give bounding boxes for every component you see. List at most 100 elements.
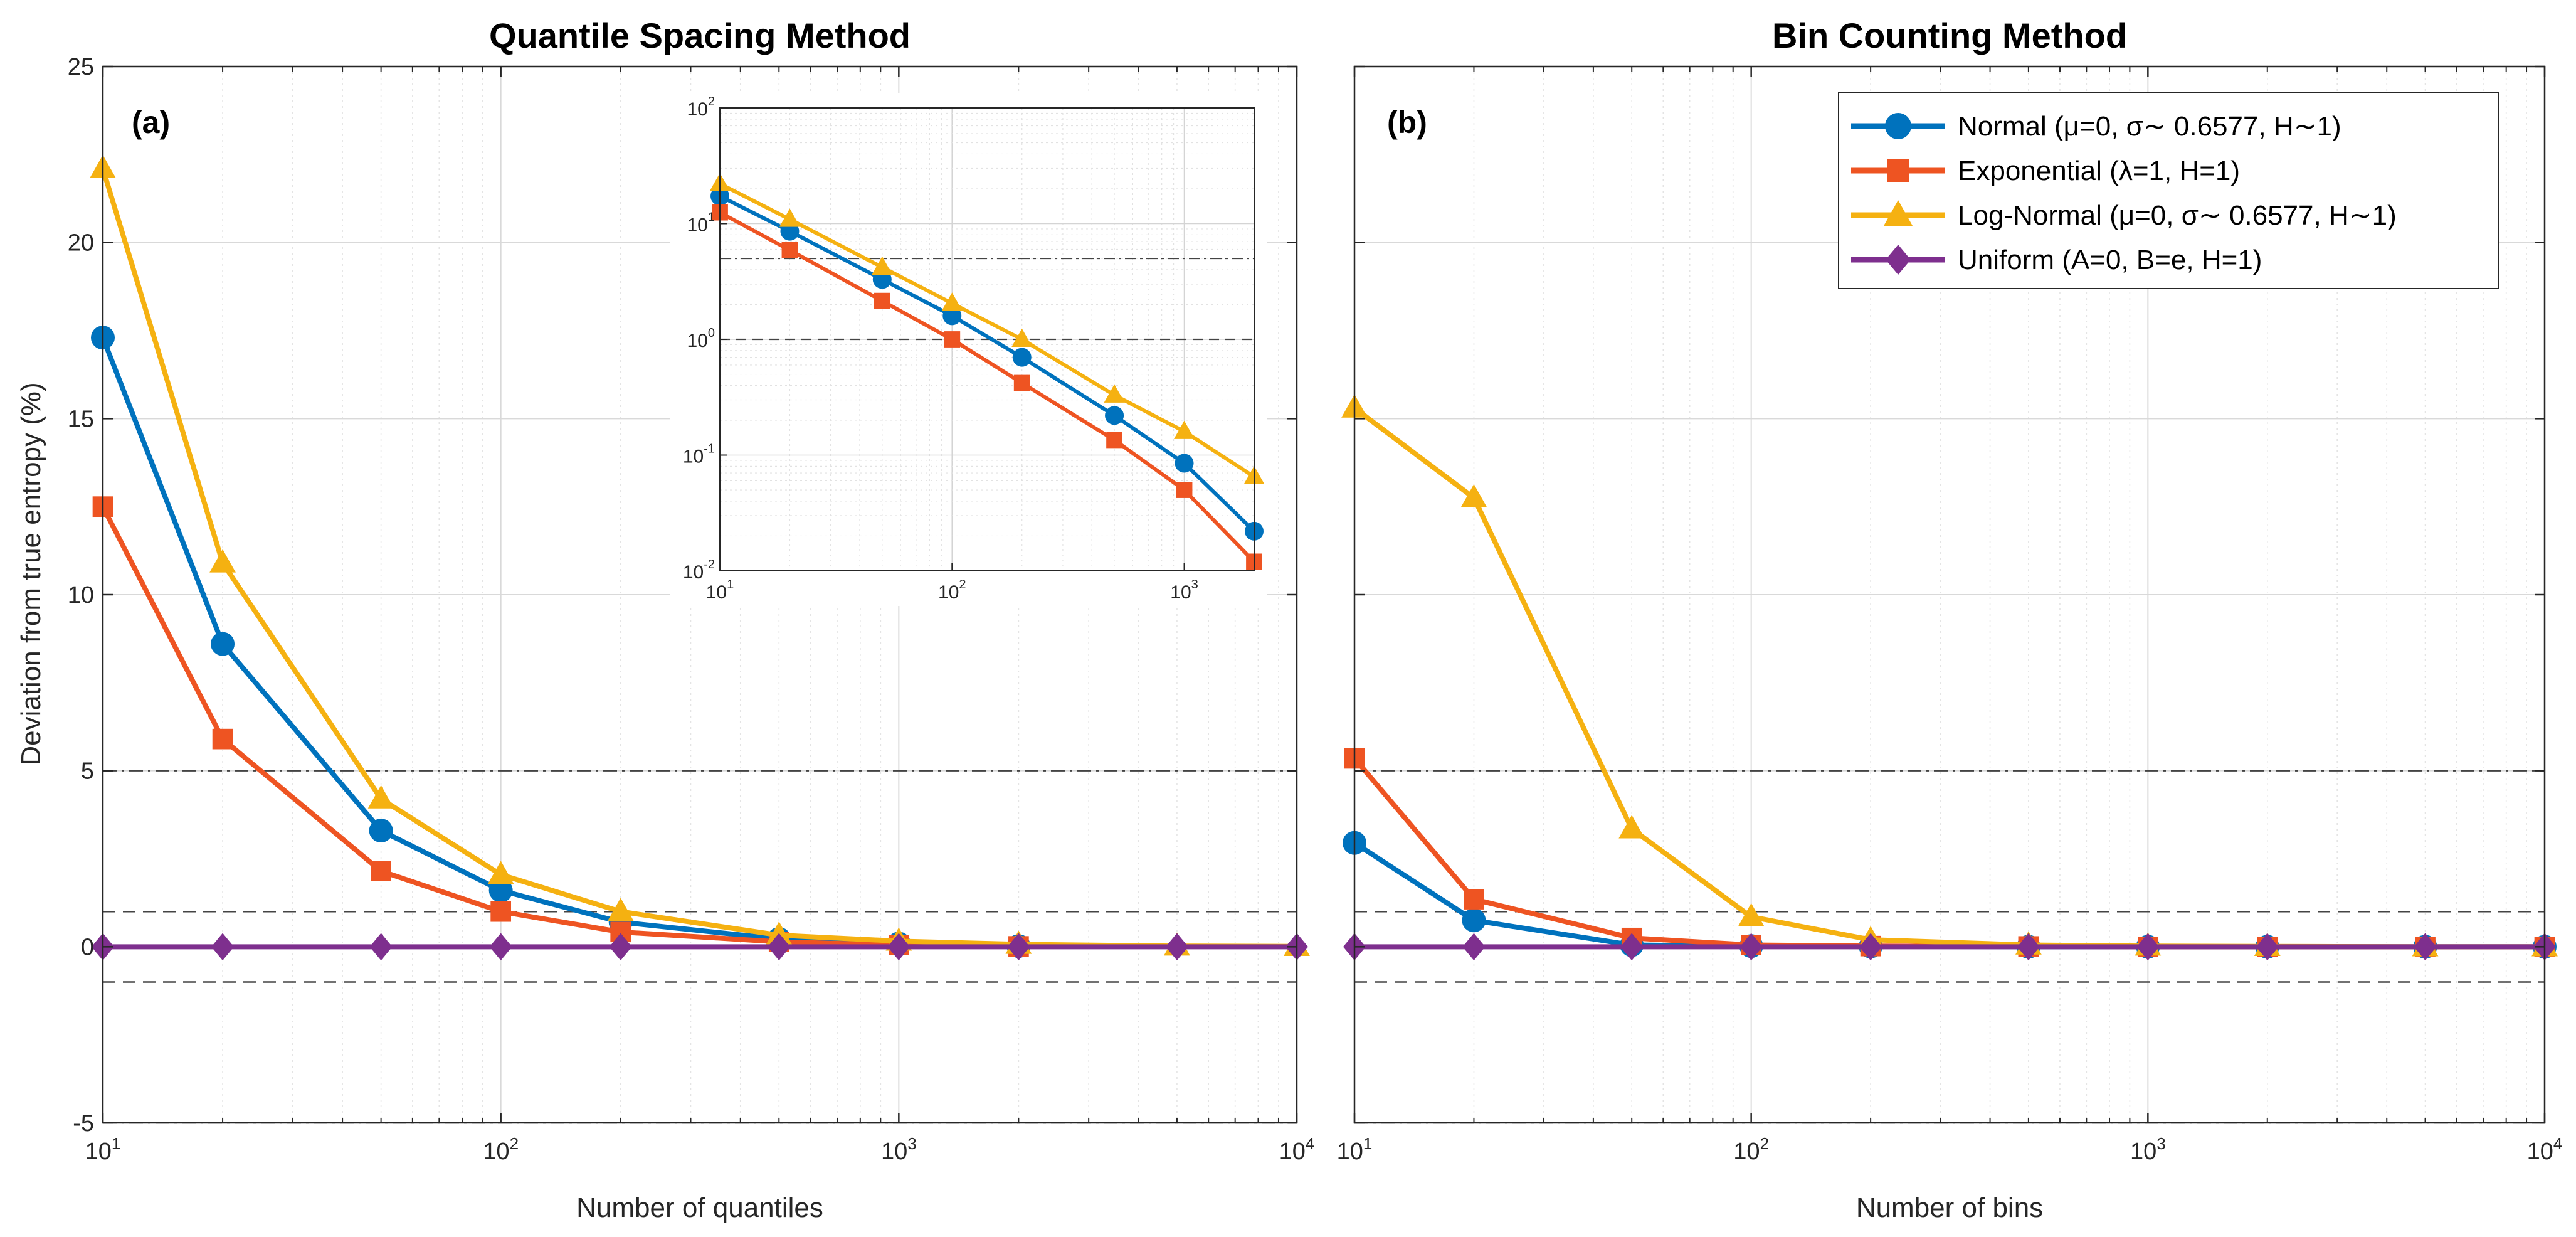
chart-title-a: Quantile Spacing Method [489,16,911,55]
data-point-uniform [1739,933,1763,961]
data-point-uniform [211,933,235,961]
x-tick-label: 104 [2527,1134,2563,1165]
inset-series-line-log-normal [719,182,1255,479]
legend-label-normal: Normal (μ=0, σ∼ 0.6577, H∼1) [1958,111,2341,142]
inset-data-point-log-normal [1011,328,1033,347]
inset-data-point-normal [1175,454,1194,473]
data-point-exponential [212,728,233,750]
series-line-normal [1353,841,2545,950]
data-point-log-normal [1618,815,1645,839]
inset-data-point-log-normal [1174,420,1195,439]
axis-ticks-a: 101 102 103 104 -5 0 5 10 15 20 25 [68,54,1315,1165]
reference-lines-b [1354,770,2545,1124]
y-axis-label-a: Deviation from true entropy (%) [16,382,46,765]
y-tick-label: 25 [68,54,94,80]
legend-label-exponential: Exponential (λ=1, H=1) [1958,156,2240,186]
panel-a: Quantile Spacing Method 101 102 103 104 -5 0 5… [16,16,1314,1223]
legend-entry-normal: Normal (μ=0, σ∼ 0.6577, H∼1) [1851,111,2341,142]
y-tick-label: 5 [81,758,94,785]
data-point-log-normal [607,898,634,921]
inset-data-point-exponential [1106,432,1122,449]
axis-ticks-b: 101 102 103 104 [1337,65,2563,1165]
y-tick-label: 20 [68,230,94,257]
x-tick-label: 104 [1279,1134,1315,1165]
series-uniform [91,933,1309,961]
x-tick-label: 102 [1733,1134,1769,1165]
data-point-uniform [2256,933,2279,961]
inset-y-tick-label: 100 [687,326,715,351]
x-tick-label: 103 [2130,1134,2166,1165]
series-uniform [1343,933,2557,961]
inset-x-tick-label: 102 [938,578,966,603]
data-point-uniform [2017,933,2040,961]
inset-data-point-exponential [944,331,961,348]
inset-x-tick-label: 103 [1170,578,1198,603]
series-line-exponential [1352,757,2545,950]
series-exponential [1344,748,2555,957]
data-point-normal [211,632,235,656]
series-log-normal [1341,394,2558,957]
series-group-a [90,154,1310,961]
data-point-exponential [490,901,512,922]
data-point-normal [1462,908,1486,933]
inset-data-point-exponential [874,292,890,309]
data-point-uniform [609,933,632,961]
legend-label-uniform: Uniform (A=0, B=e, H=1) [1958,245,2262,275]
panel-label-a: (a) [132,105,170,140]
inset-data-point-normal [1105,406,1124,425]
inset-reference-lines [720,257,1254,341]
inset-x-tick-label: 101 [706,578,734,603]
inset-data-point-log-normal [779,208,800,227]
x-tick-label: 101 [85,1134,121,1165]
inset-y-tick-label: 10-1 [683,442,715,467]
legend: Normal (μ=0, σ∼ 0.6577, H∼1) Exponential… [1838,92,2499,289]
inset-data-point-exponential [1013,374,1030,391]
data-point-uniform [1859,933,1882,961]
inset-axis-ticks: 101 102 103 10-2 10-1 100 101 102 [683,95,1198,603]
legend-label-lognormal: Log-Normal (μ=0, σ∼ 0.6577, H∼1) [1958,200,2397,231]
x-axis-label-a: Number of quantiles [576,1192,823,1223]
legend-box [1838,92,2499,289]
legend-entry-exponential: Exponential (λ=1, H=1) [1851,156,2240,186]
chart-title-b: Bin Counting Method [1772,16,2127,55]
inset-y-tick-label: 10-2 [683,558,715,583]
legend-entry-lognormal: Log-Normal (μ=0, σ∼ 0.6577, H∼1) [1851,200,2397,231]
data-point-uniform [2414,933,2437,961]
data-point-log-normal [487,861,514,884]
data-point-uniform [1462,933,1486,961]
inset-data-point-normal [942,306,962,326]
y-tick-label: 15 [68,406,94,432]
inset-series-log-normal [709,173,1265,485]
x-axis-label-b: Number of bins [1856,1192,2043,1223]
data-point-exponential [371,861,391,881]
series-normal [1343,831,2557,959]
series-group-b [1341,394,2558,961]
inset-y-tick-label: 101 [687,211,715,236]
data-point-uniform [489,933,512,961]
data-point-log-normal [1460,484,1487,507]
y-tick-label: 0 [81,934,94,960]
x-tick-label: 102 [483,1134,519,1165]
data-point-uniform [887,933,911,961]
legend-marker-normal [1885,113,1911,139]
inset-data-point-log-normal [941,292,963,311]
data-point-exponential [1464,889,1484,910]
data-point-normal [488,878,513,903]
inset-series-line-normal [719,194,1256,533]
inset-data-point-log-normal [872,256,893,275]
inset-data-point-normal [1012,348,1032,367]
data-point-uniform [369,933,393,961]
y-tick-label: -5 [73,1110,94,1137]
data-point-uniform [1620,933,1644,961]
legend-marker-uniform [1886,245,1911,275]
inset-series-line-exponential [719,210,1256,563]
inset-data-point-log-normal [1104,384,1125,403]
series-line-log-normal [1353,406,2545,950]
data-point-log-normal [209,549,236,573]
panel-label-b: (b) [1387,105,1427,140]
data-point-normal [369,819,393,843]
inset-y-tick-label: 102 [687,95,715,120]
data-point-uniform [1007,933,1030,961]
y-tick-label: 10 [68,582,94,608]
